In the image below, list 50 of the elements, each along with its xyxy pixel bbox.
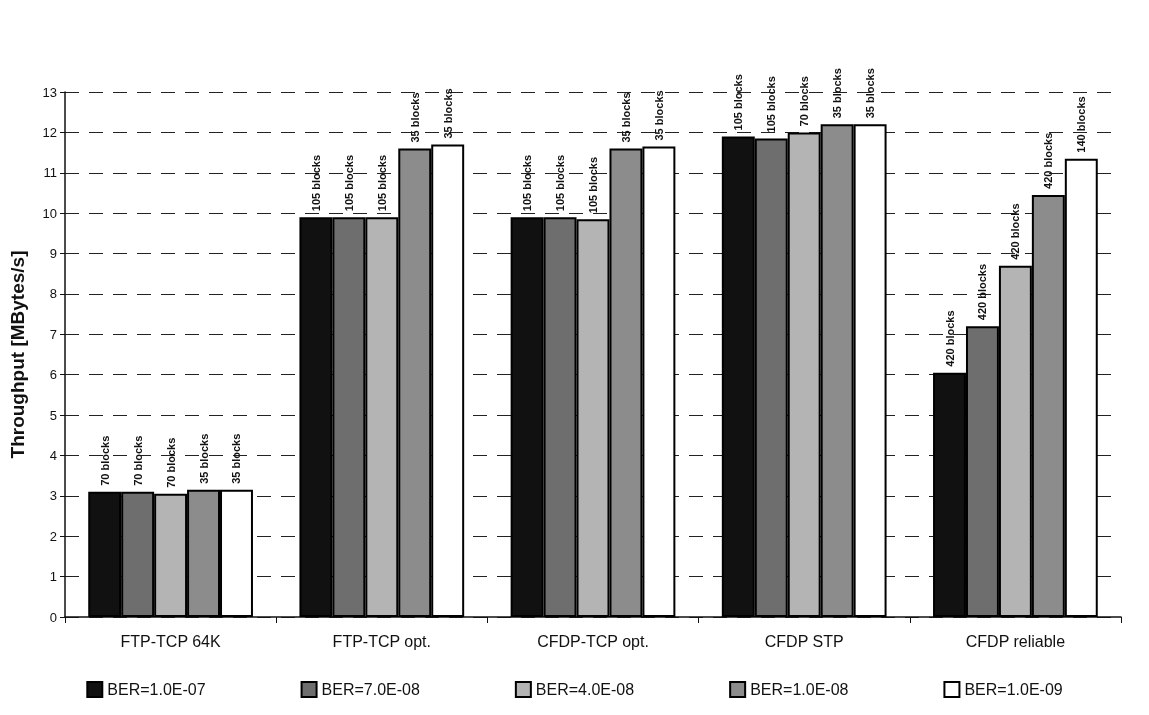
y-tick-label: 5	[49, 407, 57, 423]
annotation: 70 blocks	[131, 435, 144, 486]
annotation: 35 blocks	[441, 88, 454, 139]
annotation: 70 blocks	[98, 435, 111, 486]
y-tick-label: 0	[49, 609, 57, 625]
y-tick-label: 4	[49, 447, 57, 463]
y-tick-label: 10	[42, 205, 57, 221]
y-tick-label: 13	[42, 84, 57, 100]
annotation: 105 blocks	[521, 154, 534, 212]
annotation: 420 blocks	[1042, 132, 1055, 189]
annotation: 420 blocks	[943, 310, 956, 367]
y-tick-label: 2	[49, 528, 57, 544]
annotation: 70 blocks	[798, 76, 811, 127]
y-tick-label: 9	[49, 246, 57, 262]
y-axis-title: Throughput [MBytes/s]	[7, 250, 28, 459]
x-tick-label: CFDP-TCP opt.	[537, 632, 649, 650]
y-tick-label: 12	[42, 124, 57, 140]
y-tick-label: 8	[49, 286, 57, 302]
annotation: 105 blocks	[375, 154, 388, 212]
annotation: 35 blocks	[230, 433, 243, 484]
legend-label: BER=7.0E-08	[321, 681, 420, 698]
annotation: 105 blocks	[342, 154, 355, 212]
annotation: 105 blocks	[732, 74, 745, 131]
annotation: 35 blocks	[197, 433, 210, 484]
x-tick-label: CFDP reliable	[965, 632, 1066, 650]
annotation: 35 blocks	[408, 92, 421, 143]
annotation: 70 blocks	[164, 437, 177, 488]
annotation: 35 blocks	[652, 90, 665, 141]
y-tick-label: 11	[43, 165, 57, 181]
annotation: 105 blocks	[587, 156, 599, 214]
annotation: 420 blocks	[976, 263, 989, 321]
y-tick-label: 6	[49, 367, 57, 383]
annotation: 140 blocks	[1075, 96, 1088, 153]
x-tick-label: FTP-TCP 64K	[120, 632, 222, 650]
x-tick-label: FTP-TCP opt.	[332, 632, 431, 650]
annotation: 420 blocks	[1009, 203, 1022, 260]
annotation: 105 blocks	[309, 154, 322, 212]
y-tick-label: 1	[49, 569, 57, 585]
y-tick-label: 3	[49, 488, 57, 504]
x-tick-label: CFDP STP	[764, 632, 844, 650]
legend-label: BER=4.0E-08	[535, 681, 635, 698]
annotation: 105 blocks	[765, 76, 778, 133]
annotation: 35 blocks	[831, 68, 844, 119]
y-tick-label: 7	[49, 326, 57, 342]
annotation: 105 blocks	[554, 154, 567, 212]
legend-label: BER=1.0E-09	[964, 681, 1063, 698]
annotation: 35 blocks	[864, 68, 877, 119]
legend-label: BER=1.0E-07	[107, 681, 206, 698]
annotation: 35 blocks	[619, 92, 632, 143]
legend-label: BER=1.0E-08	[750, 681, 849, 698]
